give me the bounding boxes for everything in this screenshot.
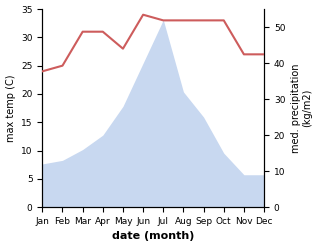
X-axis label: date (month): date (month) [112,231,194,242]
Y-axis label: max temp (C): max temp (C) [5,74,16,142]
Y-axis label: med. precipitation
(kg/m2): med. precipitation (kg/m2) [291,63,313,153]
